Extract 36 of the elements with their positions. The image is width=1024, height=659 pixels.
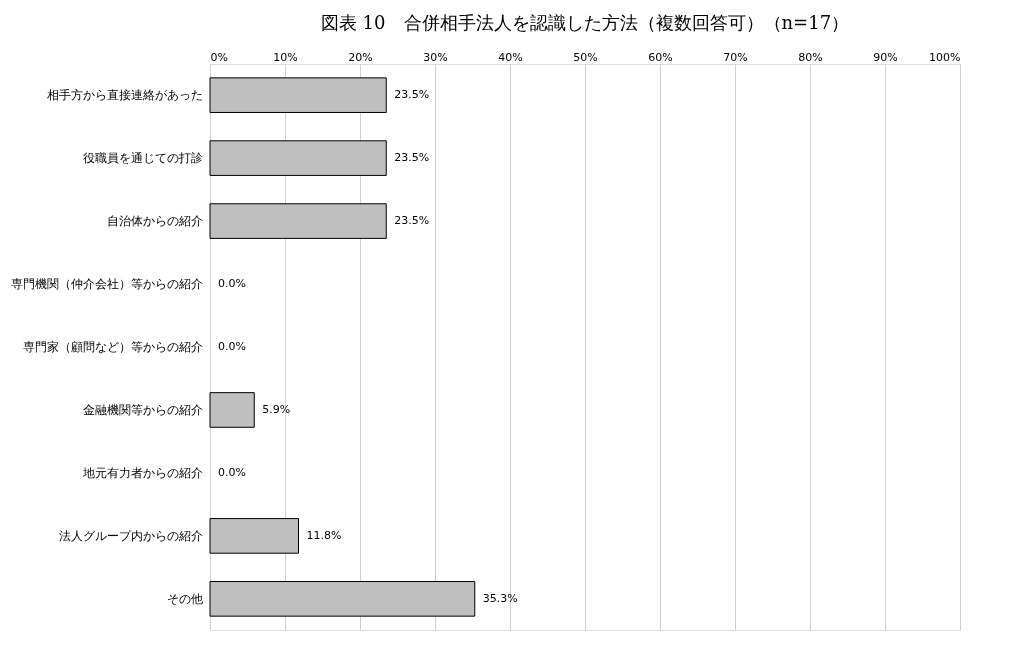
data-label: 0.0% xyxy=(218,340,246,353)
data-label: 0.0% xyxy=(218,465,246,479)
y-tick-label: 自治体からの紹介 xyxy=(106,214,203,229)
data-label: 11.8% xyxy=(306,528,342,542)
data-label: 5.9% xyxy=(262,402,291,416)
bar xyxy=(209,518,299,554)
bar xyxy=(209,203,387,239)
bar xyxy=(209,392,255,428)
x-tick-label: 60% xyxy=(648,50,673,64)
x-tick-label: 100% xyxy=(929,50,961,64)
x-tick-label: 90% xyxy=(873,50,898,64)
x-tick-label: 20% xyxy=(348,50,373,64)
y-tick-label: 専門機関（仲介会社）等からの紹介 xyxy=(10,277,203,292)
bar xyxy=(209,581,476,617)
x-tick-label: 0% xyxy=(210,50,228,64)
bar xyxy=(209,140,387,176)
x-tick-label: 10% xyxy=(273,50,298,64)
y-tick-label: 地元有力者からの紹介 xyxy=(81,465,203,480)
y-tick-label: 相手方から直接連絡があった xyxy=(46,88,203,103)
data-label: 35.3% xyxy=(482,591,518,605)
data-label: 0.0% xyxy=(218,277,246,291)
data-label: 23.5% xyxy=(394,88,430,102)
x-tick-label: 50% xyxy=(573,50,598,64)
x-tick-label: 40% xyxy=(498,50,523,64)
x-tick-label: 80% xyxy=(798,50,823,64)
bar xyxy=(209,77,387,113)
y-tick-label: 金融機関等からの紹介 xyxy=(82,402,203,417)
y-tick-label: 役職員を通じての打診 xyxy=(82,151,203,166)
data-label: 23.5% xyxy=(394,151,430,165)
chart-title: 図表 10 合併相手法人を認識した方法（複数回答可）（n=17） xyxy=(320,12,850,33)
y-tick-label: 専門家（顧問など）等からの紹介 xyxy=(22,340,203,354)
x-tick-label: 70% xyxy=(723,50,748,64)
data-label: 23.5% xyxy=(394,214,430,228)
x-tick-label: 30% xyxy=(423,50,448,64)
y-tick-label: 法人グループ内からの紹介 xyxy=(58,528,203,543)
y-tick-label: その他 xyxy=(166,591,203,606)
